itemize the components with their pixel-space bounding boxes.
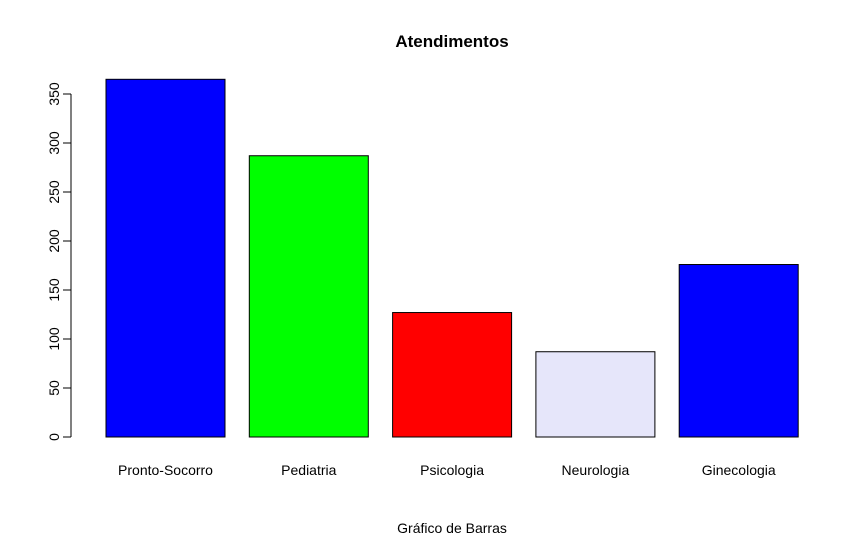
x-category-label: Pronto-Socorro: [118, 462, 213, 478]
bar-pediatria: [248, 155, 369, 438]
bar-psicologia: [392, 312, 513, 438]
y-tick-label: 50: [46, 380, 62, 396]
y-tick-label: 100: [46, 327, 62, 351]
bar-neurologia: [535, 351, 656, 438]
y-tick-label: 150: [46, 278, 62, 302]
y-tick-label: 0: [46, 433, 62, 441]
chart-title: Atendimentos: [395, 32, 508, 51]
x-axis-label: Gráfico de Barras: [397, 520, 507, 536]
y-tick-label: 250: [46, 180, 62, 204]
bar-pronto-socorro: [105, 78, 226, 438]
x-category-label: Ginecologia: [702, 462, 776, 478]
y-axis: 0 50 100 150 200 250 300 350: [46, 82, 72, 441]
x-category-label: Pediatria: [281, 462, 336, 478]
x-axis-labels: Pronto-Socorro Pediatria Psicologia Neurolo…: [118, 462, 776, 478]
x-category-label: Neurologia: [562, 462, 630, 478]
y-tick-label: 350: [46, 82, 62, 106]
y-tick-label: 200: [46, 229, 62, 253]
x-category-label: Psicologia: [420, 462, 484, 478]
bars-group: [105, 78, 799, 438]
y-tick-label: 300: [46, 131, 62, 155]
bar-ginecologia: [678, 264, 799, 438]
